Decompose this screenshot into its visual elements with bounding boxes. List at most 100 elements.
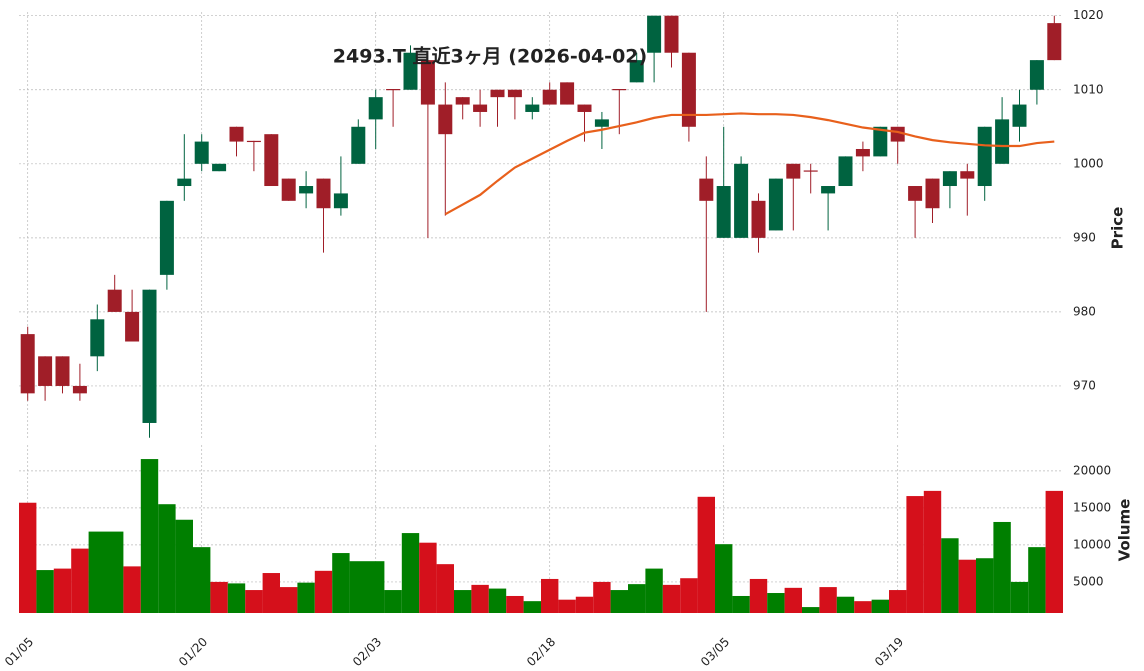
- candle-body: [177, 178, 192, 187]
- candle-body: [1047, 23, 1062, 61]
- candle-body: [838, 156, 853, 187]
- volume-bar: [976, 558, 994, 613]
- volume-bar: [628, 584, 646, 613]
- volume-bar: [923, 490, 942, 613]
- volume-bar: [819, 587, 837, 613]
- volume-bar: [889, 590, 907, 613]
- candle-body: [612, 89, 627, 91]
- candle-body: [159, 200, 174, 275]
- volume-bar: [210, 581, 228, 613]
- volume-bar: [836, 596, 855, 613]
- candle-body: [977, 126, 992, 187]
- y-tick-label: 10000: [1073, 537, 1111, 551]
- volume-bar: [523, 601, 541, 613]
- volume-bar: [245, 590, 263, 613]
- candle-body: [995, 119, 1010, 164]
- candle-body: [333, 193, 348, 209]
- candle-body: [1012, 104, 1027, 127]
- candle-body: [855, 148, 870, 157]
- volume-bar: [541, 578, 559, 613]
- candle-body: [1029, 60, 1044, 90]
- volume-bar: [958, 559, 976, 613]
- y-tick-label: 980: [1073, 304, 1096, 318]
- candle-body: [194, 141, 209, 164]
- candle-body: [768, 178, 783, 231]
- candle-body: [664, 15, 679, 53]
- candle-body: [542, 89, 557, 105]
- chart-title: 2493.T 直近3ヶ月 (2026-04-02): [333, 45, 647, 68]
- volume-bar: [297, 582, 315, 613]
- volume-bar: [558, 599, 576, 613]
- candle-body: [316, 178, 331, 209]
- candle-body: [594, 119, 609, 127]
- candle-body: [473, 104, 488, 112]
- volume-bar: [88, 531, 106, 613]
- volume-bar: [593, 581, 611, 613]
- volume-bar: [53, 568, 72, 613]
- volume-bar: [140, 459, 159, 613]
- candle-body: [72, 385, 87, 394]
- candle-body: [734, 163, 749, 238]
- volume-bar: [419, 542, 437, 613]
- x-tick-label: 02/03: [350, 635, 384, 669]
- volume-bar: [610, 590, 628, 613]
- candle-body: [647, 15, 662, 53]
- volume-bar: [715, 544, 733, 613]
- candle-body: [386, 89, 401, 91]
- y-tick-label: 1020: [1073, 8, 1104, 22]
- volume-bar: [871, 599, 889, 613]
- candle-body: [212, 163, 227, 172]
- candle-body: [873, 126, 888, 157]
- volume-bar: [488, 588, 507, 613]
- volume-bar: [280, 587, 298, 613]
- volume-bar: [19, 502, 37, 613]
- moving-average-line: [444, 112, 1055, 216]
- volume-bar: [36, 570, 54, 613]
- candle-body: [38, 356, 53, 386]
- candle-body: [751, 200, 766, 238]
- volume-bar: [854, 601, 872, 613]
- candle-body: [803, 170, 818, 172]
- candle-body: [438, 104, 453, 135]
- candle-body: [299, 186, 314, 194]
- candle-body: [716, 186, 731, 238]
- candle-body: [925, 178, 940, 209]
- volume-bar: [732, 595, 750, 613]
- candle-body: [681, 52, 696, 127]
- volume-bar: [784, 587, 802, 613]
- volume-bar: [1045, 490, 1063, 613]
- volume-bar: [71, 548, 89, 613]
- y-axis-label: Volume: [1116, 499, 1134, 562]
- candle-body: [142, 289, 157, 423]
- volume-bar: [175, 519, 193, 613]
- volume-bar: [123, 566, 141, 613]
- volume-bar: [106, 531, 124, 613]
- candle-body: [786, 163, 801, 179]
- y-tick-label: 1010: [1073, 82, 1104, 96]
- volume-bar: [401, 533, 420, 613]
- volume-bar: [906, 496, 924, 613]
- volume-bar: [1010, 581, 1029, 613]
- candle-body: [942, 171, 957, 187]
- volume-bar: [749, 578, 768, 613]
- volume-bar: [349, 561, 367, 613]
- candle-body: [264, 134, 279, 187]
- candle-body: [560, 82, 575, 105]
- candle-body: [490, 89, 505, 98]
- volume-bar: [802, 607, 820, 613]
- volume-bar: [506, 595, 524, 613]
- volume-bar: [384, 590, 402, 613]
- volume-bar: [645, 568, 663, 613]
- x-tick-label: 03/19: [872, 635, 906, 669]
- y-tick-label: 5000: [1073, 574, 1104, 588]
- candle-body: [351, 126, 366, 164]
- y-axis-label: Price: [1109, 207, 1127, 250]
- candle-body: [629, 60, 644, 83]
- volume-bar: [575, 596, 594, 613]
- volume-bar: [941, 538, 959, 613]
- candle-body: [368, 97, 383, 120]
- y-tick-label: 15000: [1073, 500, 1111, 514]
- volume-bar: [454, 590, 472, 613]
- candle-body: [403, 52, 418, 90]
